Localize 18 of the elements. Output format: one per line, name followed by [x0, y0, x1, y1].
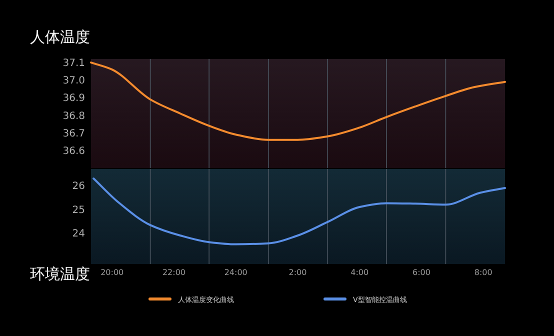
x-tick-label: 2:00: [288, 268, 307, 277]
chart-title: 人体温度: [30, 28, 90, 46]
y-tick-label: 36.8: [62, 110, 85, 122]
text: 环境温度: [30, 265, 90, 283]
y-tick-label: 36.9: [62, 93, 85, 104]
y-tick-label: 36.6: [62, 146, 85, 157]
y-tick-label: 26: [72, 181, 85, 192]
y-tick-label: 37.0: [62, 76, 85, 87]
y-tick-label: 36.7: [62, 128, 85, 140]
x-tick-label: 24:00: [224, 268, 248, 277]
y-tick-label: 37.1: [62, 58, 85, 70]
y-tick-label: 24: [72, 228, 85, 240]
y-tick-label: 25: [72, 204, 85, 216]
x-tick-label: 4:00: [350, 268, 369, 277]
x-tick-label: 22:00: [162, 268, 186, 277]
x-tick-label: 8:00: [474, 268, 492, 277]
x-tick-label: 20:00: [100, 268, 124, 277]
x-tick-label: 6:00: [412, 268, 430, 277]
